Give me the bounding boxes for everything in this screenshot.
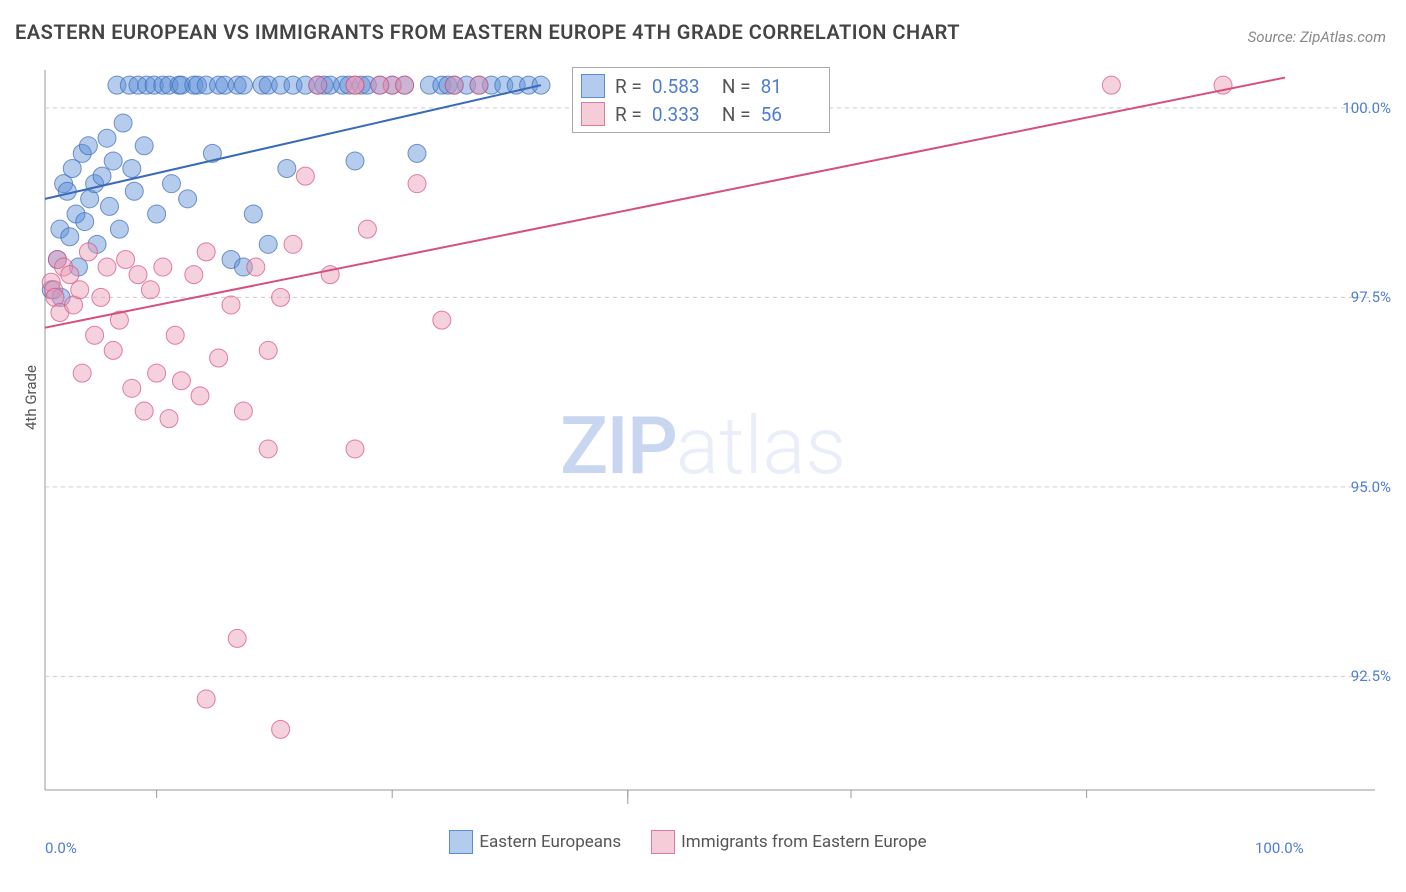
x-tick-label: 0.0% <box>45 839 77 857</box>
y-axis-label: 4th Grade <box>22 365 40 430</box>
x-tick-label: 100.0% <box>1255 839 1304 857</box>
bottom-legend: Eastern Europeans Immigrants from Eastern… <box>0 830 1406 854</box>
legend-label: Immigrants from Eastern Europe <box>681 832 926 852</box>
stats-row: R = 0.583 N = 81 <box>581 72 821 100</box>
stats-swatch <box>581 74 605 98</box>
stats-n-label: N = <box>722 103 751 126</box>
stats-n-value: 56 <box>761 103 821 126</box>
legend-swatch <box>651 830 675 854</box>
stats-legend-box: R = 0.583 N = 81 R = 0.333 N = 56 <box>572 67 830 133</box>
legend-label: Eastern Europeans <box>479 832 621 852</box>
scatter-plot <box>45 60 1375 800</box>
source-label: Source: ZipAtlas.com <box>1248 28 1386 46</box>
stats-r-label: R = <box>615 103 642 126</box>
y-tick-label: 92.5% <box>1351 667 1391 685</box>
chart-svg <box>45 60 1375 800</box>
y-tick-label: 100.0% <box>1342 99 1391 117</box>
y-tick-label: 95.0% <box>1351 478 1391 496</box>
y-tick-label: 97.5% <box>1351 288 1391 306</box>
stats-row: R = 0.333 N = 56 <box>581 100 821 128</box>
legend-swatch <box>449 830 473 854</box>
stats-r-value: 0.583 <box>652 75 712 98</box>
stats-n-value: 81 <box>761 75 821 98</box>
stats-swatch <box>581 102 605 126</box>
stats-r-value: 0.333 <box>652 103 712 126</box>
stats-n-label: N = <box>722 75 751 98</box>
chart-title: EASTERN EUROPEAN VS IMMIGRANTS FROM EAST… <box>15 20 960 44</box>
stats-r-label: R = <box>615 75 642 98</box>
